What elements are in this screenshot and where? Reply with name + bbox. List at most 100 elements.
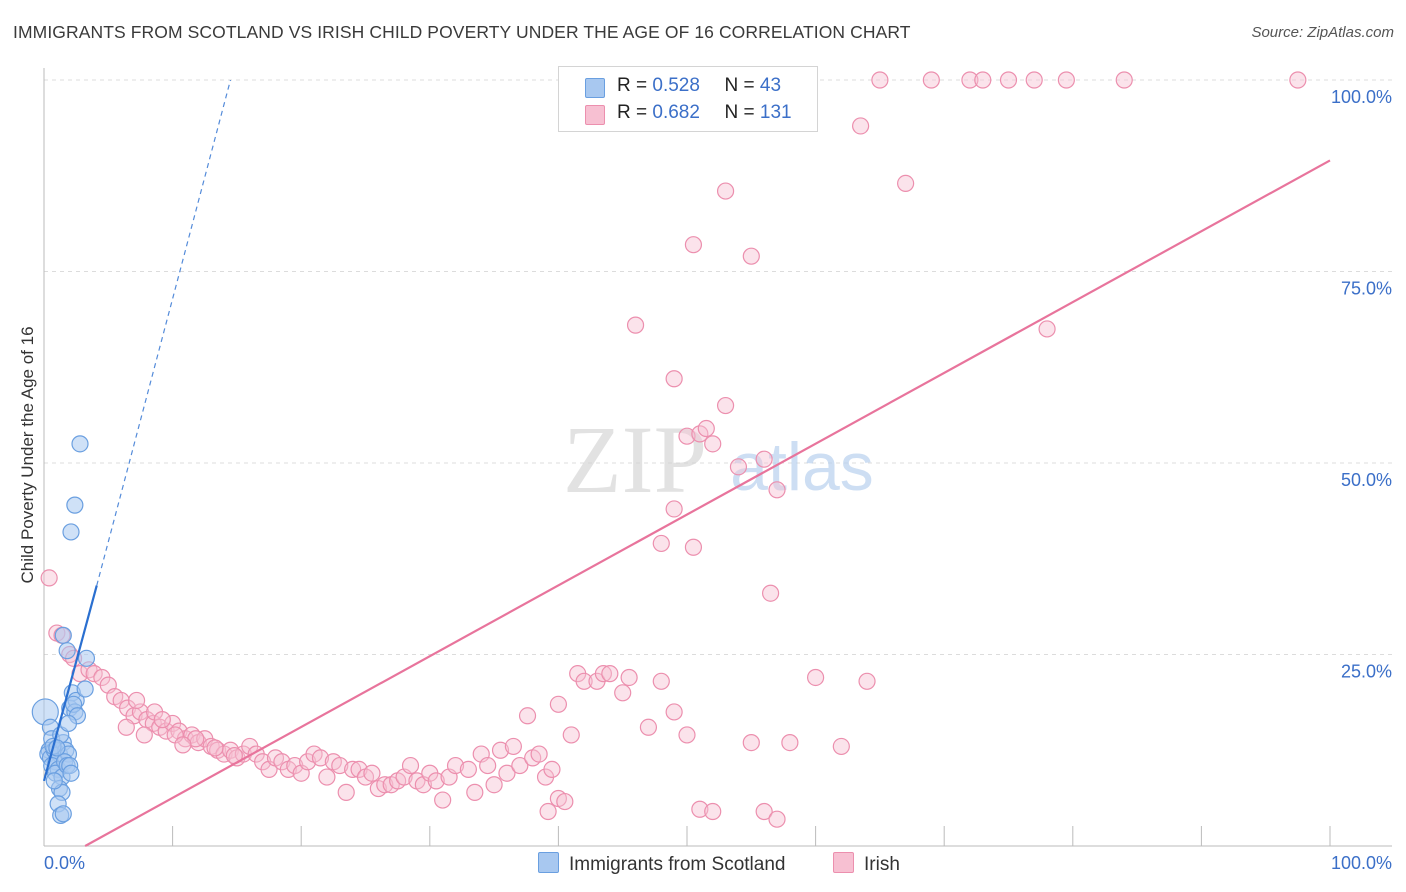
r-label: R = bbox=[617, 75, 648, 96]
irish-point bbox=[459, 760, 477, 779]
irish-point bbox=[446, 756, 465, 775]
scotland-points bbox=[31, 435, 96, 824]
irish-swatch bbox=[585, 105, 605, 125]
legend-item-scotland[interactable]: Immigrants from Scotland bbox=[538, 852, 785, 876]
irish-point bbox=[652, 534, 670, 553]
irish-point bbox=[620, 668, 638, 687]
irish-point bbox=[697, 419, 715, 438]
irish-point bbox=[716, 396, 735, 415]
irish-point bbox=[427, 772, 445, 790]
irish-n-value: 131 bbox=[759, 102, 792, 123]
irish-point bbox=[684, 236, 703, 254]
scotland-point bbox=[77, 649, 96, 667]
scotland-point bbox=[71, 435, 89, 453]
axes bbox=[43, 68, 1392, 847]
irish-point bbox=[961, 71, 979, 89]
irish-point bbox=[127, 691, 146, 710]
irish-point bbox=[832, 737, 850, 756]
irish-point bbox=[518, 707, 537, 725]
irish-point bbox=[665, 500, 683, 518]
scotland-point bbox=[54, 626, 72, 644]
irish-point bbox=[1038, 320, 1056, 338]
irish-point bbox=[1115, 71, 1133, 89]
n-label: N = bbox=[724, 75, 755, 96]
irish-point bbox=[530, 745, 548, 763]
irish-stats: R = 0.682 N = 131 bbox=[617, 102, 792, 124]
irish-point bbox=[511, 756, 529, 775]
irish-point bbox=[626, 316, 645, 334]
irish-point bbox=[479, 756, 497, 775]
irish-point bbox=[135, 726, 153, 744]
irish-point bbox=[1057, 71, 1075, 89]
irish-point bbox=[871, 71, 889, 89]
irish-point bbox=[897, 174, 915, 193]
irish-point bbox=[729, 458, 748, 476]
irish-point bbox=[665, 703, 683, 721]
irish-point bbox=[768, 481, 786, 499]
y-tick-label: 100.0% bbox=[1331, 87, 1392, 107]
irish-point bbox=[704, 802, 722, 821]
chart-title: IMMIGRANTS FROM SCOTLAND VS IRISH CHILD … bbox=[13, 22, 911, 42]
irish-point bbox=[401, 756, 420, 775]
scotland-point bbox=[58, 642, 76, 660]
scotland-legend-label: Immigrants from Scotland bbox=[569, 854, 786, 875]
scotland-legend-swatch bbox=[538, 852, 559, 873]
irish-point bbox=[761, 584, 780, 602]
irish-point bbox=[344, 760, 362, 779]
scotland-point bbox=[76, 680, 94, 698]
irish-point bbox=[376, 776, 394, 794]
y-tick-label: 25.0% bbox=[1341, 662, 1392, 682]
watermark: ZIP atlas bbox=[563, 406, 874, 513]
scotland-point bbox=[54, 805, 72, 823]
irish-legend-label: Irish bbox=[864, 854, 900, 875]
irish-legend-swatch bbox=[833, 852, 854, 873]
irish-point bbox=[311, 749, 330, 767]
irish-point bbox=[755, 450, 773, 468]
irish-point bbox=[40, 569, 58, 587]
irish-point bbox=[684, 538, 703, 556]
irish-point bbox=[85, 665, 103, 683]
irish-point bbox=[1289, 71, 1307, 89]
scotland-point bbox=[66, 496, 84, 514]
irish-point bbox=[806, 668, 825, 687]
irish-point bbox=[539, 802, 557, 821]
correlation-legend: R = 0.528 N = 43 R = 0.682 N = 131 bbox=[558, 66, 818, 132]
irish-point bbox=[999, 71, 1018, 89]
irish-point bbox=[556, 792, 574, 811]
watermark-atlas: atlas bbox=[730, 429, 874, 505]
irish-point bbox=[206, 739, 224, 757]
irish-point bbox=[716, 182, 735, 200]
irish-point bbox=[691, 800, 709, 818]
x-tick-label: 0.0% bbox=[44, 853, 85, 873]
irish-point bbox=[575, 672, 593, 690]
x-tick-label: 100.0% bbox=[1331, 853, 1392, 873]
irish-point bbox=[601, 665, 619, 683]
y-tick-label: 75.0% bbox=[1341, 279, 1392, 299]
scotland-point bbox=[59, 714, 78, 733]
irish-point bbox=[363, 764, 381, 782]
irish-trend-line bbox=[84, 159, 1331, 847]
irish-point bbox=[742, 733, 760, 752]
irish-r-value: 0.682 bbox=[652, 102, 700, 123]
irish-point bbox=[491, 741, 510, 759]
irish-point bbox=[117, 718, 135, 736]
irish-point bbox=[639, 718, 658, 736]
tick-labels: 100.0% 75.0% 50.0% 25.0% 0.0% 100.0% bbox=[44, 87, 1392, 873]
source-label: Source: ZipAtlas.com bbox=[1251, 24, 1394, 41]
legend-item-irish[interactable]: Irish bbox=[833, 852, 900, 876]
irish-point bbox=[742, 247, 760, 265]
scotland-n-value: 43 bbox=[759, 75, 782, 96]
irish-point bbox=[858, 672, 876, 690]
watermark-zip: ZIP bbox=[563, 406, 707, 513]
irish-point bbox=[318, 768, 336, 786]
irish-point bbox=[153, 711, 171, 729]
irish-point bbox=[678, 427, 696, 445]
scotland-point bbox=[45, 772, 63, 790]
irish-point bbox=[543, 760, 561, 779]
irish-point bbox=[922, 71, 940, 89]
irish-point bbox=[485, 776, 503, 794]
scotland-trend-extension bbox=[96, 79, 232, 586]
irish-point bbox=[665, 370, 683, 388]
irish-point bbox=[331, 756, 349, 775]
scotland-trend-line bbox=[42, 585, 98, 782]
